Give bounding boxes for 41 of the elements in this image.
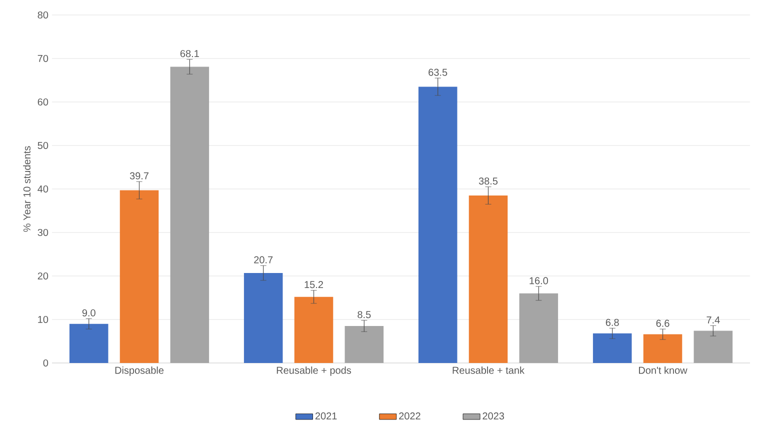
bar (694, 330, 733, 363)
data-label: 16.0 (530, 277, 548, 284)
legend-label: 2023 (482, 412, 504, 420)
x-tick-label: Disposable (115, 366, 164, 376)
bar (294, 296, 334, 363)
y-tick-label: 70 (38, 54, 48, 62)
y-axis-title: % Year 10 students (23, 146, 30, 232)
data-label: 20.7 (254, 256, 273, 264)
y-tick-label: 60 (38, 98, 48, 106)
bar (344, 326, 384, 363)
bar (418, 86, 458, 363)
y-tick-label: 30 (38, 228, 48, 236)
legend-label: 2022 (399, 412, 420, 420)
x-tick-label: Reusable + tank (452, 366, 525, 374)
y-tick-label: 50 (38, 142, 48, 150)
bar (519, 293, 558, 363)
bar (643, 334, 682, 363)
legend-label: 2021 (315, 412, 337, 420)
x-tick-label: Don't know (639, 366, 688, 374)
data-label: 15.2 (304, 281, 323, 288)
bar (120, 190, 159, 363)
data-label: 9.0 (82, 309, 96, 316)
bar (244, 272, 283, 363)
data-label: 7.4 (706, 316, 720, 324)
y-tick-label: 20 (38, 272, 48, 280)
bar (170, 66, 210, 363)
data-label: 63.5 (428, 68, 448, 76)
y-tick-label: 40 (38, 185, 48, 193)
y-tick-label: 0 (43, 359, 48, 367)
y-tick-label: 10 (38, 316, 48, 324)
bar (592, 333, 632, 363)
bar (468, 196, 508, 363)
data-label: 39.7 (130, 172, 148, 180)
bar (69, 324, 108, 363)
data-label: 6.8 (606, 318, 619, 326)
data-label: 68.1 (180, 50, 199, 58)
x-tick-label: Reusable + pods (276, 366, 352, 376)
y-tick-label: 80 (38, 11, 48, 19)
data-label: 38.5 (478, 178, 498, 185)
data-label: 6.6 (656, 320, 670, 327)
data-label: 8.5 (358, 311, 371, 318)
